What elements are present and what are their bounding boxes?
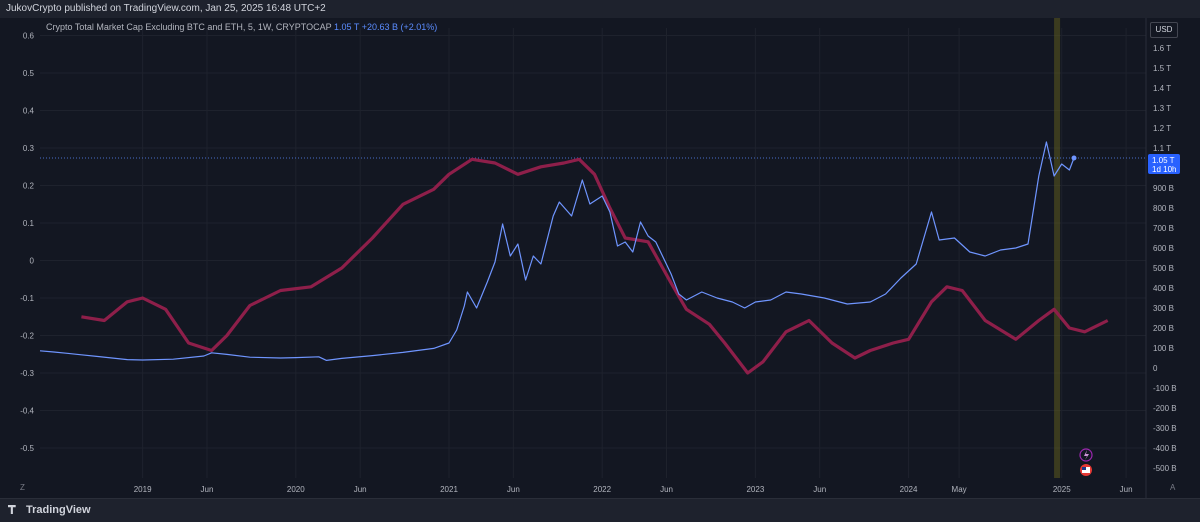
- left-tick-label: -0.4: [20, 407, 34, 416]
- chart-area[interactable]: 0.6 0.5 0.4 0.3 0.2 0.1 0 -0.1 -0.2 -0.3 -0.4 -0.5 …: [0, 18, 1200, 498]
- right-tick-label: 1.2 T: [1153, 124, 1171, 133]
- footer-bar: TradingView: [0, 498, 1200, 522]
- lightning-icon[interactable]: [1079, 448, 1093, 462]
- x-tick-label: Jun: [201, 485, 214, 494]
- left-tick-label: -0.3: [20, 369, 34, 378]
- chart-legend: Crypto Total Market Cap Excluding BTC an…: [46, 22, 437, 32]
- right-tick-label: 1.4 T: [1153, 84, 1171, 93]
- brand-label: TradingView: [26, 504, 91, 516]
- price-tag: 1.05 T 1d 10h: [1148, 154, 1180, 174]
- left-tick-label: 0.1: [23, 219, 35, 228]
- legend-change: +20.63 B (+2.01%): [361, 22, 438, 32]
- left-tick-label: 0.3: [23, 144, 35, 153]
- right-tick-label: 900 B: [1153, 184, 1174, 193]
- right-tick-label: 200 B: [1153, 324, 1174, 333]
- left-tick-label: 0.4: [23, 107, 35, 116]
- x-tick-label: 2025: [1053, 485, 1071, 494]
- left-tick-label: 0: [30, 257, 35, 266]
- tradingview-logo-icon: [8, 505, 16, 514]
- x-axis: 2019 Jun 2020 Jun 2021 Jun 2022 Jun 2023 Jun 2024 M…: [134, 485, 1133, 494]
- right-tick-label: 500 B: [1153, 264, 1174, 273]
- right-tick-label: 600 B: [1153, 244, 1174, 253]
- publish-info: JukovCrypto published on TradingView.com…: [6, 3, 326, 14]
- left-axis: 0.6 0.5 0.4 0.3 0.2 0.1 0 -0.1 -0.2 -0.3 -0.4 -0.5: [20, 32, 34, 454]
- price-tag-countdown: 1d 10h: [1152, 165, 1176, 174]
- x-tick-label: May: [952, 485, 967, 494]
- right-tick-label: 1.6 T: [1153, 44, 1171, 53]
- right-tick-label: 800 B: [1153, 204, 1174, 213]
- x-tick-label: 2020: [287, 485, 305, 494]
- x-tick-label: 2024: [900, 485, 918, 494]
- x-tick-label: Jun: [507, 485, 520, 494]
- flag-icon[interactable]: [1080, 464, 1092, 476]
- x-tick-label: 2021: [440, 485, 458, 494]
- x-tick-label: Jun: [1120, 485, 1133, 494]
- x-tick-label: 2022: [593, 485, 611, 494]
- last-price-dot: [1071, 155, 1077, 161]
- right-tick-label: 0: [1153, 364, 1158, 373]
- left-tick-label: 0.5: [23, 69, 35, 78]
- x-tick-label: 2023: [746, 485, 764, 494]
- right-tick-label: 300 B: [1153, 304, 1174, 313]
- brand[interactable]: TradingView: [8, 504, 91, 516]
- right-tick-label: 1.5 T: [1153, 64, 1171, 73]
- left-tick-label: 0.6: [23, 32, 35, 41]
- left-tick-label: -0.2: [20, 332, 34, 341]
- left-tick-label: 0.2: [23, 182, 35, 191]
- x-tick-label: Jun: [813, 485, 826, 494]
- right-tick-label: -500 B: [1153, 464, 1177, 473]
- right-tick-label: -300 B: [1153, 424, 1177, 433]
- right-tick-label: 1.1 T: [1153, 144, 1171, 153]
- left-tick-label: -0.5: [20, 444, 34, 453]
- legend-value: 1.05 T: [333, 22, 360, 32]
- oscillator-line: [81, 157, 1109, 375]
- left-tick-label: -0.1: [20, 294, 34, 303]
- right-tick-label: 700 B: [1153, 224, 1174, 233]
- right-tick-label: -200 B: [1153, 404, 1177, 413]
- x-tick-label: Jun: [354, 485, 367, 494]
- publish-bar: JukovCrypto published on TradingView.com…: [0, 0, 1200, 18]
- right-tick-label: 100 B: [1153, 344, 1174, 353]
- right-tick-label: 400 B: [1153, 284, 1174, 293]
- right-tick-label: -400 B: [1153, 444, 1177, 453]
- z-label: Z: [20, 483, 25, 492]
- price-tag-value: 1.05 T: [1152, 156, 1175, 165]
- x-tick-label: 2019: [134, 485, 152, 494]
- currency-button[interactable]: USD: [1150, 22, 1178, 38]
- market-cap-line: [39, 141, 1075, 361]
- chart-svg[interactable]: 0.60.50.40.30.20.10-0.1-0.2-0.3-0.4-0.5 …: [0, 18, 1200, 498]
- highlight-band: [1054, 18, 1061, 478]
- right-tick-label: -100 B: [1153, 384, 1177, 393]
- grid: [40, 28, 1146, 478]
- legend-title: Crypto Total Market Cap Excluding BTC an…: [46, 22, 332, 32]
- a-label: A: [1170, 483, 1176, 492]
- x-tick-label: Jun: [660, 485, 673, 494]
- right-tick-label: 1.3 T: [1153, 104, 1171, 113]
